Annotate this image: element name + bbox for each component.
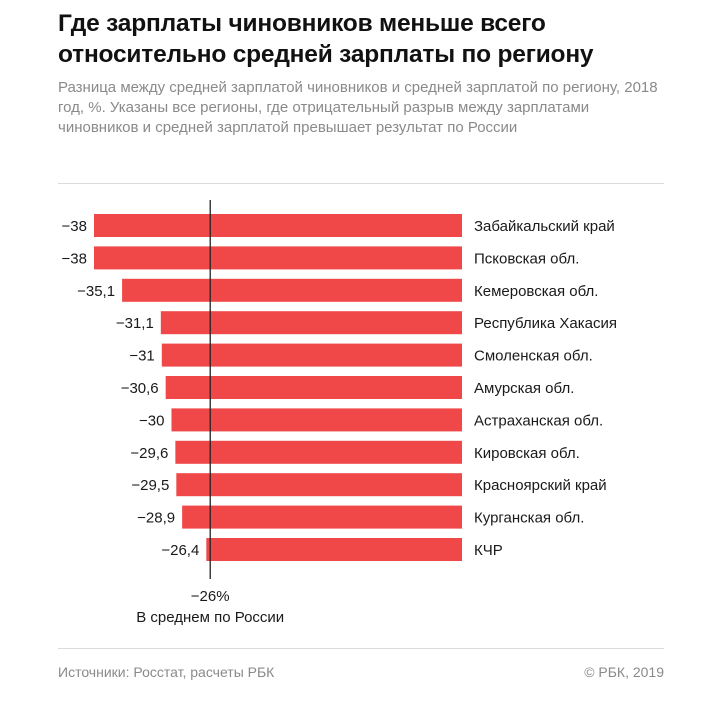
category-label: Кировская обл. — [474, 445, 580, 462]
value-label: −38 — [62, 218, 87, 235]
bar — [161, 343, 462, 367]
value-label: −29,6 — [130, 445, 168, 462]
value-label: −30 — [139, 412, 164, 429]
category-label: Амурская обл. — [474, 380, 574, 397]
value-label: −35,1 — [77, 283, 115, 300]
value-label: −31,1 — [116, 315, 154, 332]
page-title: Где зарплаты чиновников меньше всего отн… — [58, 10, 594, 68]
reference-value-label: −26% — [191, 588, 230, 605]
page-subtitle: Разница между средней зарплатой чиновник… — [58, 79, 658, 136]
bar — [122, 278, 462, 302]
bar — [206, 538, 462, 561]
value-label: −30,6 — [121, 380, 159, 397]
value-label: −38 — [62, 250, 87, 267]
category-label: Кемеровская обл. — [474, 283, 598, 300]
source-note: Источники: Росстат, расчеты РБК — [58, 664, 275, 680]
bottom-divider — [58, 648, 664, 649]
bar — [160, 311, 463, 335]
value-label: −26,4 — [161, 542, 199, 559]
category-label: Забайкальский край — [474, 218, 615, 235]
reference-caption: В среднем по России — [136, 609, 284, 626]
bar — [171, 408, 462, 432]
bar — [94, 246, 462, 270]
value-label: −31 — [129, 348, 154, 365]
bar-chart: −38 Забайкальский край −38 Псковская обл. −3… — [62, 200, 617, 626]
value-label: −28,9 — [137, 510, 175, 527]
value-label: −29,5 — [131, 477, 169, 494]
bar — [94, 214, 462, 237]
category-label: Астраханская обл. — [474, 412, 603, 429]
category-label: Республика Хакасия — [474, 315, 617, 332]
bar — [182, 505, 462, 529]
bar — [175, 440, 463, 464]
bar — [165, 376, 463, 399]
category-label: Псковская обл. — [474, 250, 579, 267]
category-label: Курганская обл. — [474, 510, 584, 527]
category-label: Смоленская обл. — [474, 348, 593, 365]
category-label: КЧР — [474, 542, 503, 559]
category-label: Красноярский край — [474, 477, 607, 494]
top-divider — [58, 183, 664, 184]
copyright: © РБК, 2019 — [584, 664, 664, 680]
bar — [176, 473, 462, 497]
